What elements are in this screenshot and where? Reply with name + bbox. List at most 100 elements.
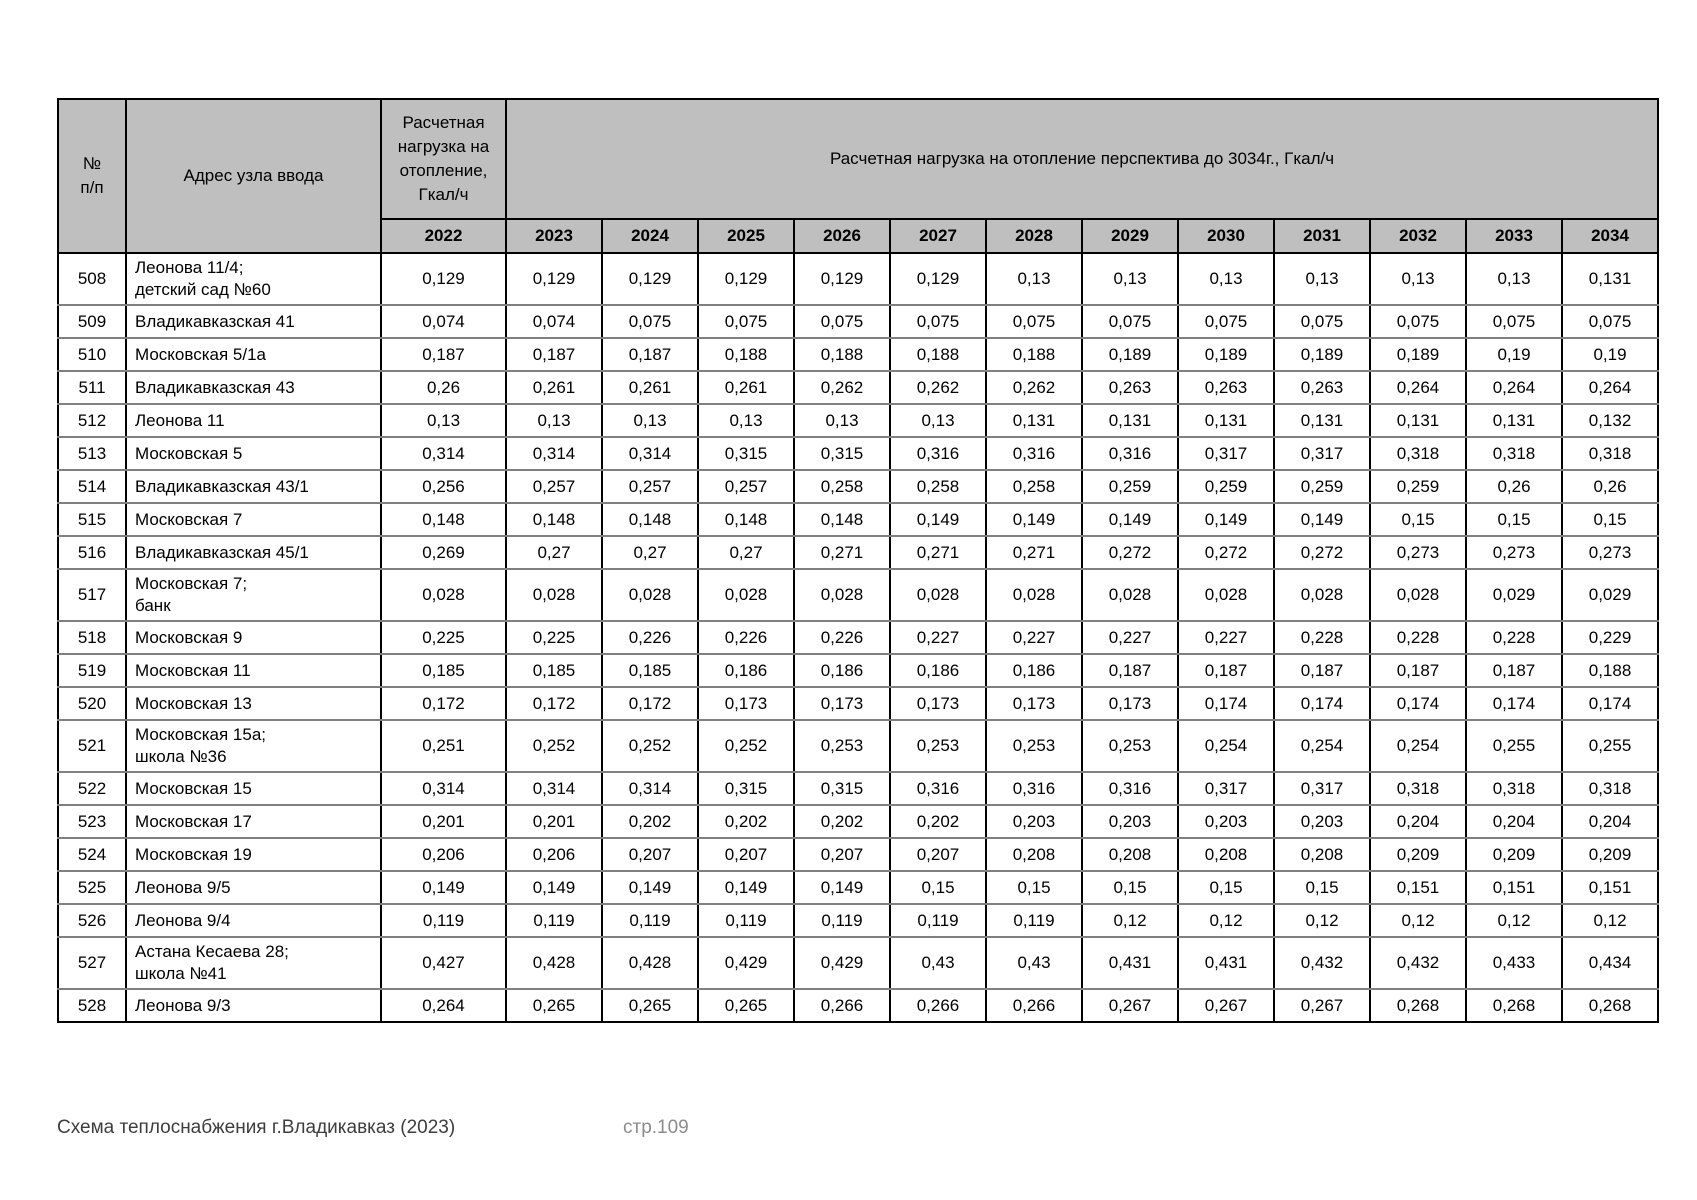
cell-value-2025: 0,315: [697, 771, 795, 806]
cell-value-2027: 0,119: [889, 903, 987, 938]
cell-num: 521: [57, 719, 127, 773]
cell-value-2028: 0,028: [985, 568, 1083, 622]
cell-value-2034: 0,174: [1560, 686, 1660, 721]
cell-value-2024: 0,185: [601, 653, 699, 688]
table-row: 520 Московская 13 0,172 0,172 0,172 0,173 0,17…: [57, 686, 1660, 721]
cell-value-2032: 0,151: [1369, 870, 1467, 905]
cell-value-2026: 0,173: [793, 686, 891, 721]
cell-value-2027: 0,262: [889, 370, 987, 405]
cell-value-2032: 0,264: [1369, 370, 1467, 405]
cell-value-2030: 0,272: [1177, 535, 1275, 570]
cell-value-2022: 0,256: [380, 469, 507, 504]
cell-value-2029: 0,227: [1081, 620, 1179, 655]
cell-value-2031: 0,028: [1273, 568, 1371, 622]
cell-value-2027: 0,129: [889, 252, 987, 306]
cell-value-2026: 0,266: [793, 988, 891, 1023]
cell-value-2028: 0,173: [985, 686, 1083, 721]
table-body: 508 Леонова 11/4; детский сад №60 0,129 0,1…: [57, 252, 1660, 1023]
table-row: 523 Московская 17 0,201 0,201 0,202 0,202 0,20…: [57, 804, 1660, 839]
cell-value-2033: 0,13: [1465, 252, 1563, 306]
cell-value-2022: 0,26: [380, 370, 507, 405]
cell-value-2025: 0,207: [697, 837, 795, 872]
cell-value-2032: 0,028: [1369, 568, 1467, 622]
cell-value-2032: 0,318: [1369, 436, 1467, 471]
cell-value-2026: 0,13: [793, 403, 891, 438]
cell-value-2031: 0,263: [1273, 370, 1371, 405]
cell-value-2023: 0,225: [505, 620, 603, 655]
table-row: 517 Московская 7; банк 0,028 0,028 0,028 0,02…: [57, 568, 1660, 622]
cell-value-2022: 0,028: [380, 568, 507, 622]
cell-address: Владикавказская 45/1: [125, 535, 382, 570]
col-header-address: Адрес узла ввода: [125, 98, 382, 254]
cell-value-2033: 0,12: [1465, 903, 1563, 938]
cell-value-2025: 0,028: [697, 568, 795, 622]
cell-num: 515: [57, 502, 127, 537]
table-row: 526 Леонова 9/4 0,119 0,119 0,119 0,119 0,119 0…: [57, 903, 1660, 938]
cell-value-2029: 0,028: [1081, 568, 1179, 622]
cell-value-2023: 0,074: [505, 304, 603, 339]
cell-address: Леонова 9/5: [125, 870, 382, 905]
cell-value-2031: 0,189: [1273, 337, 1371, 372]
cell-value-2027: 0,227: [889, 620, 987, 655]
table-row: 521 Московская 15а; школа №36 0,251 0,252 0,…: [57, 719, 1660, 773]
cell-value-2024: 0,265: [601, 988, 699, 1023]
cell-value-2027: 0,13: [889, 403, 987, 438]
cell-value-2024: 0,27: [601, 535, 699, 570]
table-row: 511 Владикавказская 43 0,26 0,261 0,261 0,261…: [57, 370, 1660, 405]
cell-value-2025: 0,129: [697, 252, 795, 306]
cell-value-2030: 0,254: [1177, 719, 1275, 773]
cell-value-2026: 0,202: [793, 804, 891, 839]
cell-value-2026: 0,075: [793, 304, 891, 339]
cell-value-2027: 0,188: [889, 337, 987, 372]
cell-value-2032: 0,318: [1369, 771, 1467, 806]
cell-value-2024: 0,187: [601, 337, 699, 372]
cell-value-2033: 0,151: [1465, 870, 1563, 905]
cell-value-2022: 0,251: [380, 719, 507, 773]
cell-num: 511: [57, 370, 127, 405]
col-header-load-2022: Расчетная нагрузка на отопление, Гкал/ч: [380, 98, 507, 220]
cell-value-2024: 0,129: [601, 252, 699, 306]
cell-address: Владикавказская 43: [125, 370, 382, 405]
cell-value-2023: 0,148: [505, 502, 603, 537]
cell-value-2034: 0,151: [1560, 870, 1660, 905]
table-row: 512 Леонова 11 0,13 0,13 0,13 0,13 0,13 0,13 0,1…: [57, 403, 1660, 438]
cell-value-2029: 0,316: [1081, 771, 1179, 806]
cell-value-2024: 0,13: [601, 403, 699, 438]
cell-value-2031: 0,131: [1273, 403, 1371, 438]
cell-value-2027: 0,316: [889, 436, 987, 471]
cell-num: 513: [57, 436, 127, 471]
year-header-2024: 2024: [601, 218, 699, 254]
table-header: № п/п Адрес узла ввода Расчетная нагрузк…: [57, 98, 1660, 254]
cell-value-2022: 0,427: [380, 936, 507, 990]
cell-value-2034: 0,131: [1560, 252, 1660, 306]
cell-value-2031: 0,432: [1273, 936, 1371, 990]
cell-value-2033: 0,255: [1465, 719, 1563, 773]
col-header-forecast: Расчетная нагрузка на отопление перспект…: [504, 98, 1660, 220]
cell-value-2022: 0,187: [380, 337, 507, 372]
cell-value-2026: 0,315: [793, 771, 891, 806]
cell-value-2034: 0,204: [1560, 804, 1660, 839]
cell-value-2025: 0,27: [697, 535, 795, 570]
cell-num: 523: [57, 804, 127, 839]
cell-value-2032: 0,209: [1369, 837, 1467, 872]
cell-value-2028: 0,119: [985, 903, 1083, 938]
cell-value-2023: 0,129: [505, 252, 603, 306]
cell-value-2034: 0,229: [1560, 620, 1660, 655]
cell-value-2025: 0,149: [697, 870, 795, 905]
cell-value-2031: 0,149: [1273, 502, 1371, 537]
cell-value-2022: 0,074: [380, 304, 507, 339]
cell-value-2029: 0,12: [1081, 903, 1179, 938]
cell-value-2029: 0,131: [1081, 403, 1179, 438]
cell-value-2024: 0,207: [601, 837, 699, 872]
cell-value-2029: 0,075: [1081, 304, 1179, 339]
cell-num: 516: [57, 535, 127, 570]
cell-value-2029: 0,316: [1081, 436, 1179, 471]
cell-value-2023: 0,314: [505, 771, 603, 806]
cell-value-2022: 0,148: [380, 502, 507, 537]
cell-value-2028: 0,316: [985, 771, 1083, 806]
cell-value-2024: 0,314: [601, 436, 699, 471]
cell-value-2025: 0,188: [697, 337, 795, 372]
cell-value-2025: 0,13: [697, 403, 795, 438]
cell-value-2023: 0,428: [505, 936, 603, 990]
cell-value-2025: 0,429: [697, 936, 795, 990]
